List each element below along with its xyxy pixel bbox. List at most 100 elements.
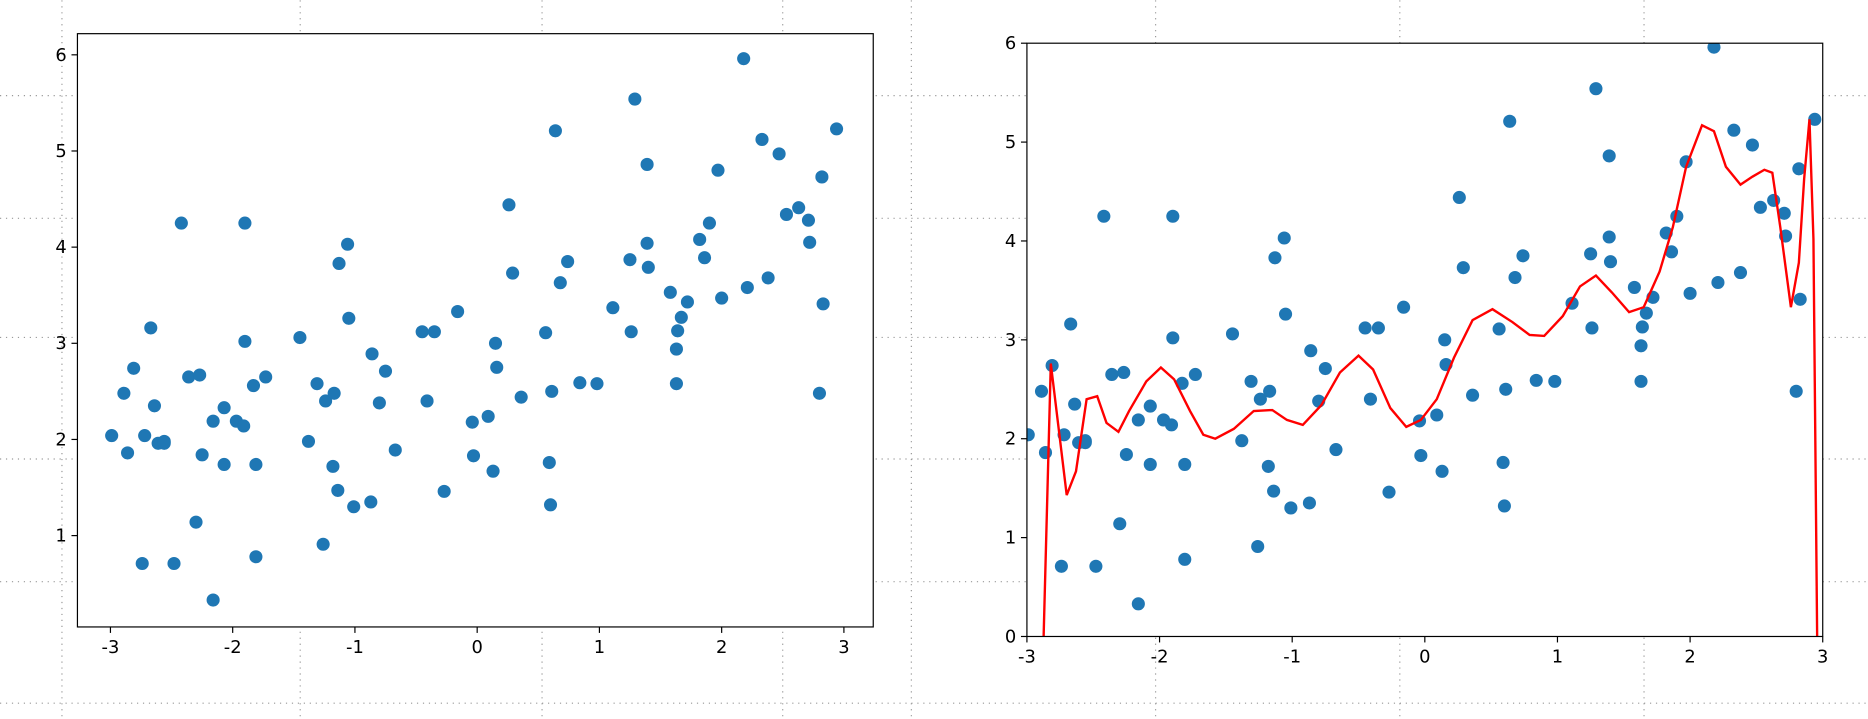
point bbox=[1635, 320, 1649, 334]
point bbox=[1508, 270, 1522, 285]
point bbox=[1382, 485, 1396, 499]
point bbox=[669, 342, 683, 356]
point bbox=[561, 255, 575, 269]
point bbox=[1268, 251, 1282, 265]
point bbox=[238, 334, 252, 348]
point bbox=[1496, 455, 1510, 470]
point bbox=[217, 401, 231, 415]
x-tick-label: 3 bbox=[1817, 647, 1828, 668]
point bbox=[331, 483, 345, 497]
point bbox=[1358, 321, 1372, 335]
point bbox=[1267, 484, 1281, 498]
fit-line bbox=[1042, 119, 1819, 637]
y-tick-label: 5 bbox=[1005, 132, 1016, 153]
point bbox=[1711, 275, 1725, 290]
point bbox=[1627, 280, 1641, 294]
point bbox=[1284, 501, 1298, 515]
point bbox=[1753, 200, 1767, 214]
point bbox=[1178, 457, 1192, 471]
point bbox=[671, 324, 685, 338]
point bbox=[1113, 517, 1127, 531]
plot-background bbox=[77, 33, 874, 627]
point bbox=[1038, 446, 1053, 460]
point bbox=[1466, 388, 1480, 402]
point bbox=[812, 386, 827, 400]
y-tick-label: 2 bbox=[55, 429, 66, 450]
x-tick-label: 0 bbox=[1419, 647, 1430, 668]
point bbox=[127, 361, 141, 375]
point bbox=[1584, 247, 1598, 261]
point bbox=[740, 280, 754, 295]
point bbox=[779, 207, 794, 221]
point bbox=[830, 122, 844, 136]
plot-area bbox=[77, 33, 874, 627]
point bbox=[1793, 292, 1807, 306]
point bbox=[1143, 457, 1157, 471]
point bbox=[590, 377, 604, 391]
point bbox=[641, 260, 655, 274]
point bbox=[1277, 231, 1291, 245]
point bbox=[1733, 266, 1748, 280]
point bbox=[803, 235, 817, 249]
point bbox=[623, 253, 637, 267]
point bbox=[1166, 331, 1180, 345]
point bbox=[1639, 306, 1653, 320]
point bbox=[1251, 539, 1265, 554]
point bbox=[319, 394, 333, 408]
point bbox=[316, 537, 330, 551]
point bbox=[1792, 162, 1806, 176]
chart: -3 -2 -1 0 1 2 3 1 2 3 4 5 6 bbox=[55, 33, 874, 658]
point bbox=[332, 256, 346, 271]
point bbox=[1789, 384, 1803, 398]
point bbox=[465, 415, 479, 429]
point bbox=[1318, 361, 1332, 376]
x-tick-label: -2 bbox=[1151, 647, 1169, 668]
x-tick-label: 1 bbox=[1552, 647, 1563, 668]
x-tick-label: 3 bbox=[838, 637, 849, 658]
plot-area bbox=[1026, 43, 1823, 637]
point bbox=[1602, 230, 1616, 244]
point bbox=[545, 384, 559, 398]
point bbox=[327, 386, 341, 400]
x-tick-label: -3 bbox=[1018, 647, 1036, 668]
point bbox=[715, 291, 729, 305]
point bbox=[737, 52, 751, 66]
x-tick-label: -1 bbox=[1283, 647, 1301, 668]
point bbox=[1363, 392, 1377, 406]
point bbox=[326, 459, 340, 473]
y-tick-label: 1 bbox=[1005, 528, 1016, 549]
point bbox=[341, 237, 355, 251]
point bbox=[121, 446, 135, 460]
point bbox=[693, 232, 707, 246]
point bbox=[490, 360, 504, 374]
point bbox=[427, 325, 441, 339]
point bbox=[816, 297, 830, 311]
point bbox=[237, 419, 251, 433]
point bbox=[1414, 448, 1428, 463]
point bbox=[1304, 344, 1318, 358]
point bbox=[420, 394, 434, 408]
point bbox=[502, 198, 516, 212]
point bbox=[640, 157, 654, 171]
point bbox=[1727, 123, 1741, 137]
point bbox=[1371, 321, 1385, 335]
point bbox=[1329, 443, 1343, 457]
y-tick-label: 1 bbox=[55, 526, 66, 547]
y-tick-label: 6 bbox=[1005, 33, 1016, 54]
point bbox=[1244, 374, 1258, 388]
point bbox=[157, 436, 171, 450]
point bbox=[1302, 496, 1316, 510]
point bbox=[542, 455, 556, 470]
point bbox=[539, 326, 553, 340]
point bbox=[1808, 112, 1822, 126]
point bbox=[378, 364, 393, 378]
point bbox=[138, 429, 152, 443]
point bbox=[1585, 321, 1599, 335]
y-tick-label: 0 bbox=[1005, 626, 1016, 647]
point bbox=[628, 92, 642, 106]
point bbox=[1143, 399, 1157, 413]
point bbox=[680, 295, 694, 309]
point bbox=[415, 325, 429, 339]
plot-background bbox=[1026, 43, 1823, 637]
